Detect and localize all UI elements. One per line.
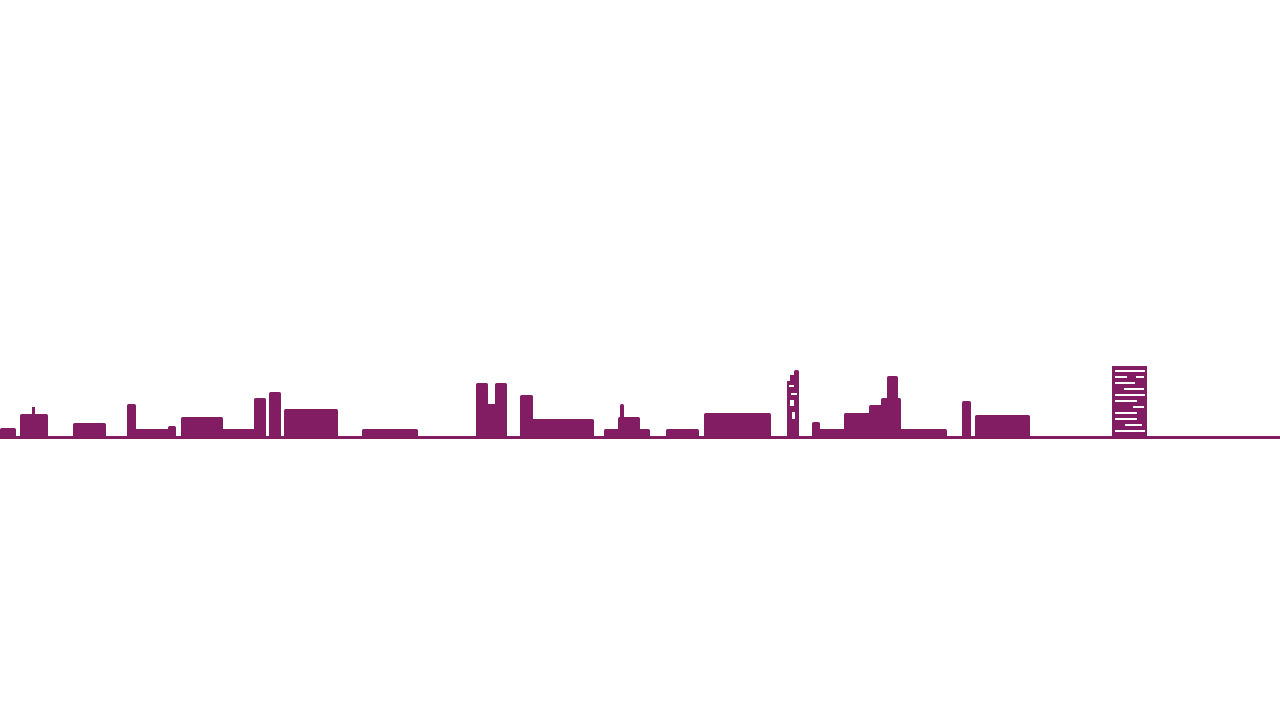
- tower-window-line-8: [1133, 406, 1144, 408]
- building-23: [704, 413, 771, 438]
- office-tower-icon: [1112, 366, 1147, 438]
- tower-window-line-2: [1115, 376, 1127, 378]
- buildings-group: [0, 370, 1030, 438]
- building-34: [962, 401, 971, 438]
- tower-window-line-4: [1115, 382, 1135, 384]
- ground-line-icon: [0, 436, 1280, 439]
- tower-window-line-12: [1115, 430, 1145, 432]
- building-14: [476, 383, 488, 438]
- building-11: [269, 392, 281, 438]
- building-1: [0, 428, 16, 438]
- building-7: [168, 426, 176, 438]
- building-13: [362, 429, 418, 438]
- building-8: [181, 417, 223, 438]
- tower-window-line-11: [1125, 424, 1142, 426]
- building-35: [975, 415, 1030, 438]
- tower-notch-2: [791, 393, 797, 395]
- building-9: [220, 429, 260, 438]
- tower-window-line-3: [1136, 376, 1144, 378]
- tower-window-line-7: [1115, 400, 1137, 402]
- building-33: [895, 429, 947, 438]
- building-30: [869, 405, 884, 438]
- tower-notch-1: [789, 385, 794, 387]
- building-6: [130, 429, 170, 438]
- building-10: [254, 398, 266, 438]
- tower-notch-4: [792, 412, 795, 419]
- tower-window-line-9: [1115, 412, 1137, 414]
- building-25: [790, 375, 796, 438]
- building-28: [818, 429, 848, 438]
- building-18: [530, 419, 594, 438]
- building-4: [73, 423, 106, 438]
- building-29: [844, 413, 871, 438]
- tower-window-line-10: [1115, 418, 1137, 420]
- building-3: [32, 407, 35, 438]
- building-32: [887, 376, 898, 438]
- building-17: [520, 395, 533, 438]
- tower-window-line-5: [1124, 388, 1144, 390]
- tower-notch-3: [790, 400, 794, 406]
- building-12: [284, 409, 338, 438]
- building-22: [666, 429, 699, 438]
- building-16: [486, 404, 498, 438]
- tower-window-line-6: [1115, 394, 1145, 396]
- building-26: [794, 370, 799, 438]
- building-21: [620, 404, 624, 438]
- tower-window-line-1: [1115, 370, 1145, 372]
